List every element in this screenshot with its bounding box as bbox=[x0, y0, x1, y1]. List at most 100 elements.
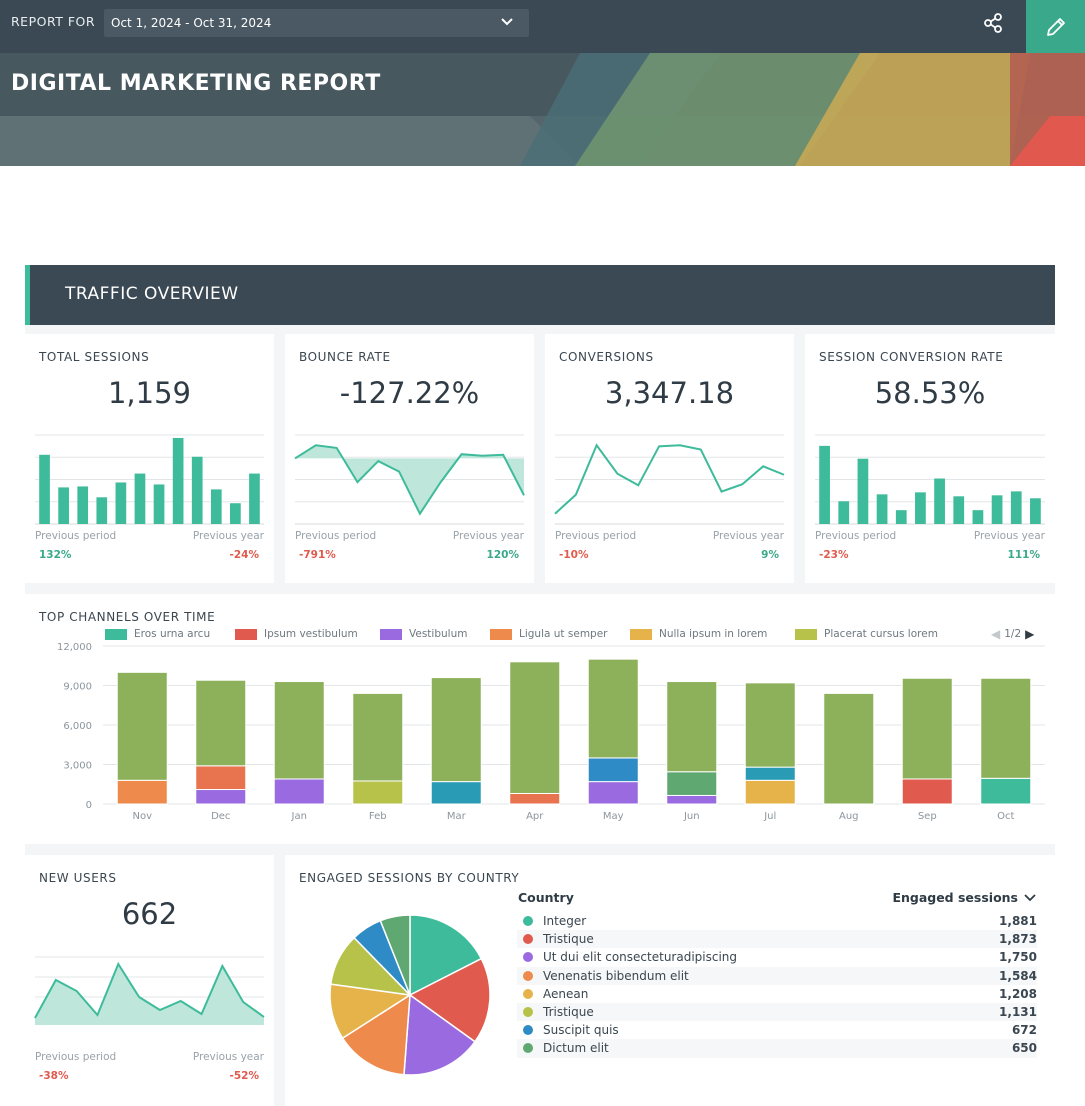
kpi-line bbox=[294, 444, 525, 516]
kpi-area bbox=[295, 445, 524, 514]
legend-item[interactable]: Ipsum vestibulum bbox=[235, 628, 358, 640]
kpi-prev-period-pct: -23% bbox=[819, 549, 849, 561]
y-tick-label: 6,000 bbox=[63, 721, 92, 732]
kpi-prev-year-pct: 111% bbox=[1007, 549, 1040, 561]
x-tick-label: May bbox=[603, 811, 624, 822]
countries-title: ENGAGED SESSIONS BY COUNTRY bbox=[299, 871, 520, 885]
stacked-bar-segment bbox=[430, 677, 482, 783]
x-tick-label: Dec bbox=[211, 811, 230, 822]
stacked-bar-segment bbox=[587, 757, 639, 783]
section-header: TRAFFIC OVERVIEW bbox=[25, 265, 1055, 325]
new-users-title: NEW USERS bbox=[39, 871, 117, 885]
kpi-prev-year-pct: 120% bbox=[486, 549, 519, 561]
kpi-sparkline bbox=[554, 434, 785, 525]
sessions-column-header[interactable]: Engaged sessions bbox=[892, 890, 1037, 905]
kpi-bar bbox=[134, 473, 146, 524]
country-row: Venenatis bibendum elit 1,584 bbox=[517, 966, 1037, 985]
country-column-header: Country bbox=[518, 890, 574, 905]
country-row: Tristique 1,873 bbox=[517, 930, 1037, 949]
legend-swatch bbox=[380, 628, 402, 640]
date-range-select[interactable]: Oct 1, 2024 - Oct 31, 2024 bbox=[104, 9, 529, 37]
pie-slice bbox=[408, 957, 491, 1043]
x-tick-label: Nov bbox=[132, 811, 152, 822]
kpi-bar bbox=[191, 456, 203, 524]
stacked-bar-segment bbox=[509, 661, 561, 794]
legend-label: Ipsum vestibulum bbox=[264, 628, 358, 640]
country-name: Venenatis bibendum elit bbox=[543, 968, 689, 983]
stacked-bar-segment bbox=[587, 658, 639, 759]
stacked-bar-segment bbox=[116, 779, 168, 805]
kpi-bar bbox=[876, 494, 888, 524]
kpi-bar bbox=[210, 489, 222, 524]
kpi-bar bbox=[857, 458, 869, 524]
channels-chart: 0 3,000 6,000 9,000 12,000 Nov Dec Jan Feb Mar Apr… bbox=[57, 642, 1045, 822]
share-icon[interactable] bbox=[982, 12, 1004, 34]
legend-item[interactable]: Ligula ut semper bbox=[490, 628, 608, 640]
stacked-bar-segment bbox=[116, 671, 168, 781]
kpi-value: 58.53% bbox=[874, 376, 986, 410]
legend-swatch bbox=[235, 628, 257, 640]
country-row: Ut dui elit consecteturadipiscing 1,750 bbox=[517, 948, 1037, 966]
country-name: Integer bbox=[543, 914, 587, 929]
country-row: Suscipit quis 672 bbox=[517, 1021, 1037, 1039]
legend-item[interactable]: Nulla ipsum in lorem bbox=[630, 628, 767, 640]
sessions-column-label: Engaged sessions bbox=[892, 890, 1018, 905]
legend-swatch bbox=[795, 628, 817, 640]
country-name: Tristique bbox=[543, 1005, 594, 1020]
country-value: 1,208 bbox=[999, 986, 1037, 1001]
country-value: 1,750 bbox=[999, 950, 1037, 965]
stacked-bar-segment bbox=[980, 677, 1032, 779]
x-tick-label: Jul bbox=[763, 811, 776, 822]
stacked-bar-segment bbox=[744, 779, 796, 805]
report-header: REPORT FOR Oct 1, 2024 - Oct 31, 2024 DI… bbox=[0, 0, 1085, 166]
kpi-prev-period-label: Previous period bbox=[35, 530, 117, 542]
stacked-bar-segment bbox=[273, 778, 325, 805]
edit-button[interactable] bbox=[1026, 0, 1085, 53]
legend-next-icon[interactable]: ▶ bbox=[1025, 627, 1035, 641]
legend-dot bbox=[523, 1007, 533, 1018]
legend-dot bbox=[523, 1025, 533, 1036]
page-title: DIGITAL MARKETING REPORT bbox=[11, 71, 381, 96]
country-name: Suscipit quis bbox=[543, 1023, 619, 1038]
top-channels-card: TOP CHANNELS OVER TIME Eros urna arcu Ips… bbox=[25, 594, 1055, 844]
kpi-line bbox=[554, 443, 785, 515]
engaged-sessions-card: ENGAGED SESSIONS BY COUNTRY Country Enga… bbox=[285, 855, 1055, 1106]
legend-item[interactable]: Placerat cursus lorem bbox=[795, 628, 938, 640]
x-tick-label: Jun bbox=[683, 811, 700, 822]
kpi-prev-year-label: Previous year bbox=[452, 530, 524, 542]
kpi-bar bbox=[915, 492, 926, 524]
legend-page: 1/2 bbox=[1004, 628, 1022, 640]
pie-slice bbox=[403, 993, 476, 1076]
kpi-card-bounce-rate: BOUNCE RATE -127.22% Previous period Previo… bbox=[285, 334, 534, 583]
section-title: TRAFFIC OVERVIEW bbox=[65, 284, 239, 304]
legend-item[interactable]: Vestibulum bbox=[380, 628, 467, 640]
kpi-prev-year-pct: -24% bbox=[229, 549, 260, 561]
stacked-bar-segment bbox=[744, 766, 796, 781]
legend-label: Placerat cursus lorem bbox=[824, 628, 938, 640]
stacked-bar-segment bbox=[901, 778, 953, 805]
legend-item[interactable]: Eros urna arcu bbox=[105, 628, 210, 640]
y-tick-label: 3,000 bbox=[63, 761, 92, 772]
stacked-bar-segment bbox=[587, 781, 639, 805]
kpi-title: BOUNCE RATE bbox=[299, 350, 391, 364]
stacked-bar-segment bbox=[195, 679, 247, 767]
kpi-prev-period-label: Previous period bbox=[295, 530, 377, 542]
kpi-bar bbox=[172, 437, 184, 524]
x-tick-label: Feb bbox=[369, 811, 387, 822]
legend-prev-icon[interactable]: ◀ bbox=[991, 627, 1001, 641]
kpi-bar bbox=[153, 484, 165, 524]
country-value: 1,131 bbox=[999, 1005, 1037, 1020]
kpi-prev-year-label: Previous year bbox=[973, 530, 1045, 542]
stacked-bar-segment bbox=[430, 781, 482, 805]
new-users-value: 662 bbox=[121, 897, 178, 931]
kpi-bar bbox=[838, 501, 850, 524]
new-users-chart bbox=[34, 956, 265, 1025]
x-tick-label: Apr bbox=[526, 811, 544, 822]
kpi-bar bbox=[972, 510, 984, 524]
kpi-sparkline bbox=[294, 434, 525, 525]
kpi-prev-year-label: Previous year bbox=[192, 530, 264, 542]
kpi-bar bbox=[953, 496, 965, 524]
y-tick-label: 0 bbox=[86, 800, 92, 811]
country-name: Dictum elit bbox=[543, 1041, 609, 1056]
country-value: 1,873 bbox=[999, 932, 1037, 947]
